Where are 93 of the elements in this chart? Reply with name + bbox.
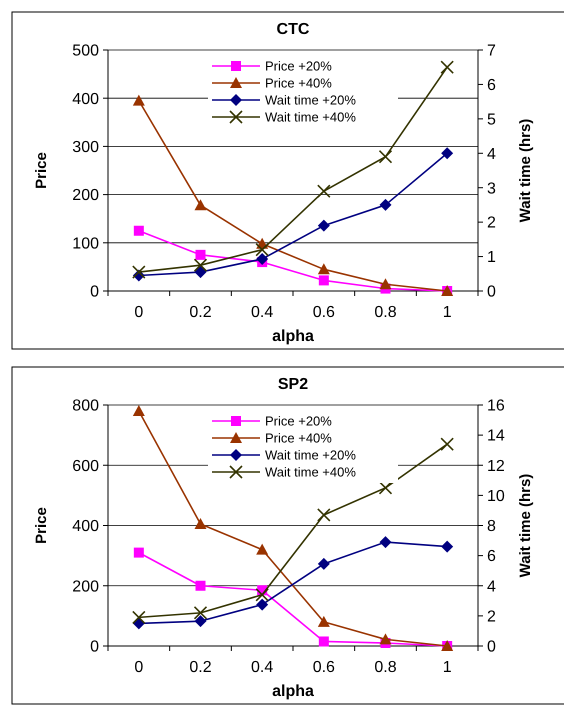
y2-tick-label: 5 — [487, 111, 496, 128]
y-tick-label: 800 — [72, 398, 100, 415]
x-tick-label: 0 — [134, 304, 144, 321]
y2-tick-label: 7 — [487, 42, 496, 60]
point — [196, 580, 206, 591]
point — [380, 633, 392, 644]
y2-tick-label: 3 — [487, 180, 496, 198]
legend-label: Wait time +40% — [265, 464, 356, 480]
y-tick-label: 200 — [72, 578, 100, 596]
point — [318, 636, 329, 646]
point — [256, 544, 268, 555]
chart-title: CTC — [276, 21, 310, 38]
x-tick-label: 0 — [134, 659, 144, 676]
y2-tick-label: 16 — [487, 398, 505, 415]
point — [380, 198, 392, 211]
y-tick-label: 300 — [72, 139, 100, 156]
y2-tick-label: 6 — [487, 77, 496, 94]
y2-tick-label: 10 — [487, 488, 505, 505]
point — [378, 150, 392, 164]
point — [440, 60, 454, 74]
y2-tick-label: 4 — [487, 578, 496, 596]
point — [318, 616, 330, 627]
point — [134, 548, 144, 558]
y2-tick-label: 6 — [487, 548, 496, 566]
point — [132, 405, 145, 416]
point — [441, 147, 454, 160]
x-tick-label: 1 — [442, 659, 452, 676]
point — [134, 226, 144, 236]
y-axis-title: Price — [33, 507, 50, 544]
y2-tick-label: 2 — [487, 608, 496, 626]
y2-tick-label: 4 — [487, 146, 496, 163]
point — [132, 265, 146, 279]
point — [194, 606, 208, 620]
point — [256, 598, 268, 611]
point — [318, 220, 330, 232]
x-tick-label: 0.2 — [189, 304, 212, 321]
x-tick-label: 0.8 — [374, 304, 397, 321]
point — [255, 242, 269, 256]
y-tick-label: 100 — [72, 235, 100, 252]
x-axis-title: alpha — [272, 683, 314, 700]
point — [380, 536, 392, 548]
y-tick-label: 0 — [90, 638, 100, 656]
y2-tick-label: 1 — [487, 249, 496, 266]
y-tick-label: 500 — [72, 42, 100, 60]
point — [380, 278, 392, 290]
y2-axis-title: Wait time (hrs) — [517, 118, 534, 222]
y-tick-label: 0 — [90, 284, 100, 301]
y2-tick-label: 0 — [487, 638, 496, 656]
point — [256, 252, 268, 265]
legend-label: Price +40% — [265, 430, 332, 446]
legend-label: Price +20% — [265, 414, 332, 429]
legend-label: Wait time +20% — [265, 92, 356, 108]
point — [378, 481, 392, 495]
point — [441, 540, 454, 553]
point — [132, 94, 145, 106]
point — [194, 266, 206, 278]
x-tick-label: 1 — [442, 304, 452, 321]
y-tick-label: 600 — [72, 458, 100, 475]
point — [440, 437, 454, 451]
legend-label: Price +20% — [265, 58, 332, 74]
y2-tick-label: 12 — [487, 458, 505, 475]
point — [194, 518, 206, 529]
point — [317, 184, 331, 198]
legend-label: Price +40% — [265, 76, 332, 91]
x-tick-label: 0.2 — [189, 659, 212, 676]
point — [194, 199, 206, 210]
legend-label: Wait time +20% — [265, 448, 356, 463]
legend-label: Wait time +40% — [265, 110, 356, 125]
x-axis-title: alpha — [272, 328, 314, 345]
point — [318, 558, 330, 570]
x-tick-label: 0.6 — [312, 659, 336, 676]
point — [194, 258, 208, 272]
y-tick-label: 200 — [72, 187, 100, 204]
x-tick-label: 0.6 — [312, 304, 336, 321]
point — [194, 615, 206, 628]
point — [318, 275, 329, 286]
y-tick-label: 400 — [72, 90, 100, 108]
point — [132, 610, 146, 624]
chart-title: SP2 — [278, 376, 308, 393]
y2-axis-title: Wait time (hrs) — [517, 474, 534, 578]
x-tick-label: 0.4 — [251, 659, 274, 676]
point — [317, 508, 331, 522]
y2-tick-label: 14 — [487, 428, 505, 445]
y-axis-title: Price — [33, 152, 50, 189]
point — [318, 263, 330, 274]
y2-tick-label: 2 — [487, 214, 496, 232]
point — [196, 250, 206, 260]
y-tick-label: 400 — [72, 518, 100, 536]
y2-tick-label: 8 — [487, 518, 496, 536]
x-tick-label: 0.8 — [374, 659, 397, 676]
point — [255, 588, 269, 602]
y2-tick-label: 0 — [487, 284, 496, 301]
x-tick-label: 0.4 — [251, 304, 274, 321]
